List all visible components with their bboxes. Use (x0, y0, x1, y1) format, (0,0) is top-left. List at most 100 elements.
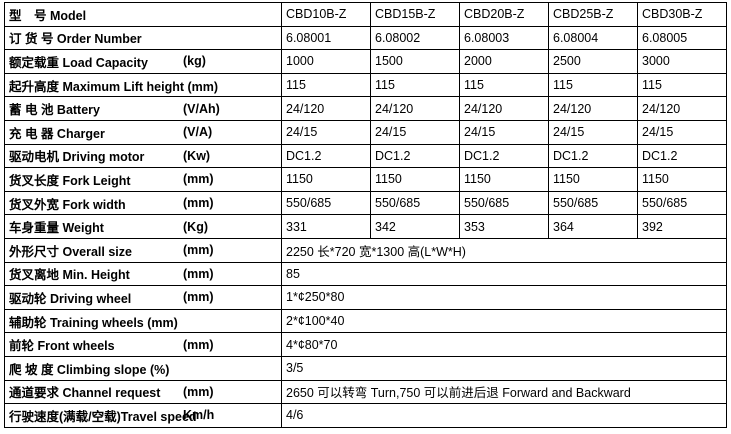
cell-value: 1150 (459, 167, 549, 192)
spec-row: 通道要求 Channel request (mm) 2650 可以转弯 Turn,7… (4, 379, 727, 405)
label-text: 型 号 Model (9, 8, 87, 23)
cell-value: 24/15 (281, 119, 371, 145)
spec-row: 辅助轮 Training wheels (mm) 2*¢100*40 (4, 308, 727, 334)
label-text: 货叉离地 Min. Height (9, 268, 130, 283)
cell-value: CBD20B-Z (459, 2, 549, 27)
spec-row: 外形尺寸 Overall size (mm) 2250 长*720 宽*1300 高… (4, 237, 727, 263)
label-text: 充 电 器 Charger (9, 126, 105, 141)
unit: (Kw) (183, 148, 211, 163)
cell-value: DC1.2 (370, 143, 460, 169)
label-text: 额定载重 Load Capacity (9, 55, 148, 70)
unit: (mm) (183, 290, 214, 305)
cell-value: 24/120 (459, 96, 549, 121)
cell-value: 6.08005 (637, 25, 727, 51)
unit: (mm) (183, 266, 214, 281)
cell-value: 4/6 (281, 403, 727, 428)
cell-value: 85 (281, 261, 727, 287)
cell-value: 1150 (637, 167, 727, 192)
cell-value: CBD30B-Z (637, 2, 727, 27)
unit: Km/h (183, 408, 215, 423)
cell-value: 115 (370, 72, 460, 98)
label-text: 外形尺寸 Overall size (9, 244, 132, 259)
row-label: 驱动电机 Driving motor (Kw) (4, 143, 282, 169)
row-label: 辅助轮 Training wheels (mm) (4, 308, 282, 334)
unit: (kg) (183, 54, 206, 69)
label-text: 辅助轮 Training wheels (mm) (9, 315, 178, 330)
cell-value: 1150 (370, 167, 460, 192)
cell-value: 2*¢100*40 (281, 308, 727, 334)
cell-value: 550/685 (548, 190, 638, 216)
label-text: 起升高度 Maximum Lift height (mm) (9, 79, 219, 94)
cell-value: 6.08004 (548, 25, 638, 51)
row-label: 货叉外宽 Fork width (mm) (4, 190, 282, 216)
row-label: 额定载重 Load Capacity (kg) (4, 49, 282, 74)
cell-value: DC1.2 (459, 143, 549, 169)
row-label: 车身重量 Weight (Kg) (4, 214, 282, 239)
row-label: 订 货 号 Order Number (4, 25, 282, 51)
cell-value: 24/120 (281, 96, 371, 121)
cell-value: 24/120 (370, 96, 460, 121)
cell-value: 550/685 (637, 190, 727, 216)
cell-value: 353 (459, 214, 549, 239)
spec-row: 型 号 Model CBD10B-Z CBD15B-Z CBD20B-Z CBD25B-… (4, 2, 727, 27)
label-text: 货叉长度 Fork Leight (9, 173, 131, 188)
unit: (mm) (183, 196, 214, 211)
label-text: 车身重量 Weight (9, 221, 104, 236)
cell-value: 342 (370, 214, 460, 239)
row-label: 驱动轮 Driving wheel (mm) (4, 285, 282, 310)
cell-value: 331 (281, 214, 371, 239)
unit: (Kg) (183, 219, 208, 234)
spec-table: 型 号 Model CBD10B-Z CBD15B-Z CBD20B-Z CBD25B-… (4, 2, 727, 428)
label-text: 订 货 号 Order Number (9, 32, 142, 47)
cell-value: 550/685 (281, 190, 371, 216)
spec-row: 订 货 号 Order Number 6.08001 6.08002 6.08003 6… (4, 25, 727, 51)
cell-value: 24/15 (459, 119, 549, 145)
cell-value: 2250 长*720 宽*1300 高(L*W*H) (281, 237, 727, 263)
spec-row: 爬 坡 度 Climbing slope (%) 3/5 (4, 355, 727, 381)
row-label: 前轮 Front wheels (mm) (4, 332, 282, 357)
row-label: 货叉离地 Min. Height (mm) (4, 261, 282, 287)
spec-row: 驱动轮 Driving wheel (mm) 1*¢250*80 (4, 285, 727, 310)
cell-value: 6.08001 (281, 25, 371, 51)
cell-value: 2650 可以转弯 Turn,750 可以前进后退 Forward and Ba… (281, 379, 727, 405)
cell-value: CBD25B-Z (548, 2, 638, 27)
cell-value: 392 (637, 214, 727, 239)
label-text: 蓄 电 池 Battery (9, 103, 100, 118)
cell-value: 24/120 (548, 96, 638, 121)
row-label: 蓄 电 池 Battery (V/Ah) (4, 96, 282, 121)
cell-value: DC1.2 (637, 143, 727, 169)
row-label: 行驶速度(满载/空载)Travel speed Km/h (4, 403, 282, 428)
spec-row: 货叉长度 Fork Leight (mm) 1150 1150 1150 1150 1150 (4, 167, 727, 192)
spec-row: 货叉外宽 Fork width (mm) 550/685 550/685 550/685… (4, 190, 727, 216)
cell-value: 1000 (281, 49, 371, 74)
cell-value: 3/5 (281, 355, 727, 381)
spec-row: 起升高度 Maximum Lift height (mm) 115 115 115 11… (4, 72, 727, 98)
label-text: 行驶速度(满载/空载)Travel speed (9, 409, 197, 424)
cell-value: 1*¢250*80 (281, 285, 727, 310)
unit: (mm) (183, 337, 214, 352)
cell-value: 3000 (637, 49, 727, 74)
row-label: 起升高度 Maximum Lift height (mm) (4, 72, 282, 98)
cell-value: 6.08002 (370, 25, 460, 51)
cell-value: DC1.2 (548, 143, 638, 169)
row-label: 货叉长度 Fork Leight (mm) (4, 167, 282, 192)
label-text: 驱动电机 Driving motor (9, 150, 145, 165)
label-text: 通道要求 Channel request (9, 386, 161, 401)
cell-value: CBD15B-Z (370, 2, 460, 27)
spec-row: 蓄 电 池 Battery (V/Ah) 24/120 24/120 24/120 24/… (4, 96, 727, 121)
cell-value: 1150 (548, 167, 638, 192)
cell-value: 24/15 (637, 119, 727, 145)
cell-value: 24/120 (637, 96, 727, 121)
row-label: 外形尺寸 Overall size (mm) (4, 237, 282, 263)
unit: (V/A) (183, 125, 213, 140)
unit: (V/Ah) (183, 101, 220, 116)
cell-value: 6.08003 (459, 25, 549, 51)
cell-value: 2500 (548, 49, 638, 74)
cell-value: 364 (548, 214, 638, 239)
unit: (mm) (183, 384, 214, 399)
spec-row: 前轮 Front wheels (mm) 4*¢80*70 (4, 332, 727, 357)
cell-value: 4*¢80*70 (281, 332, 727, 357)
row-label: 型 号 Model (4, 2, 282, 27)
spec-row: 驱动电机 Driving motor (Kw) DC1.2 DC1.2 DC1.2 DC1… (4, 143, 727, 169)
